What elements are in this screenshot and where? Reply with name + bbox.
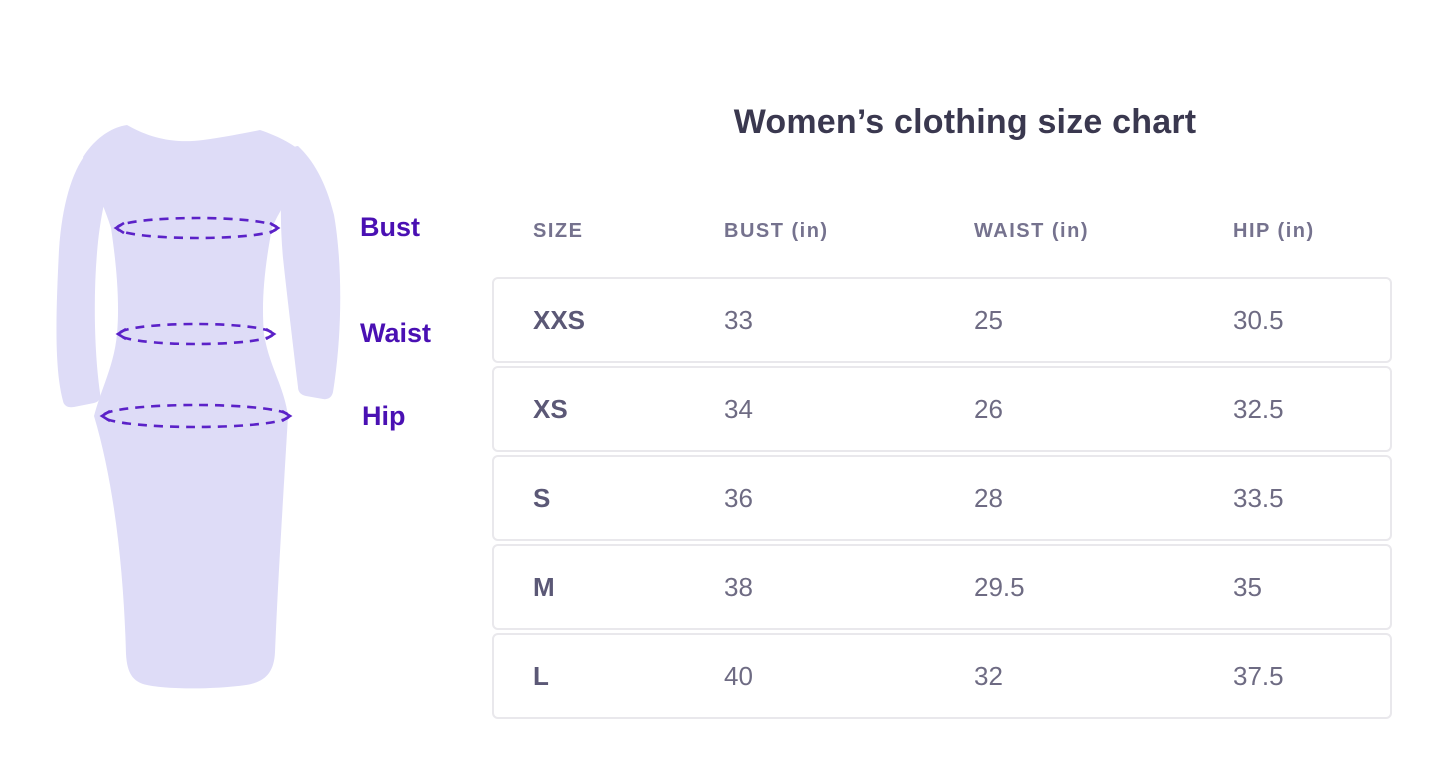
table-row: XS 34 26 32.5	[492, 366, 1392, 452]
bust-cell: 33	[724, 304, 753, 335]
bust-cell: 34	[724, 393, 753, 424]
hip-cell: 33.5	[1233, 482, 1284, 513]
bust-cell: 38	[724, 571, 753, 602]
dress-right-sleeve-shape	[280, 146, 341, 400]
bust-cell: 36	[724, 482, 753, 513]
bust-cell: 40	[724, 660, 753, 691]
size-table: XXS 33 25 30.5 XS 34 26 32.5 S 36 28 33.…	[492, 277, 1392, 719]
dress-left-sleeve-shape	[56, 143, 124, 408]
size-cell: XS	[533, 393, 568, 424]
column-header-hip: HIP (in)	[1233, 220, 1315, 242]
table-row: XXS 33 25 30.5	[492, 277, 1392, 363]
waist-arrow-right-icon	[265, 327, 277, 341]
column-header-size: SIZE	[533, 220, 584, 242]
waist-cell: 25	[974, 304, 1003, 335]
bust-arrow-right-icon	[269, 221, 281, 235]
column-header-waist: WAIST (in)	[974, 220, 1089, 242]
hip-cell: 35	[1233, 571, 1262, 602]
waist-arrow-left-icon	[115, 327, 127, 341]
size-cell: M	[533, 571, 555, 602]
page-title: Women’s clothing size chart	[733, 103, 1197, 141]
waist-cell: 28	[974, 482, 1003, 513]
hip-arrow-right-icon	[281, 409, 293, 423]
hip-cell: 30.5	[1233, 304, 1284, 335]
hip-cell: 37.5	[1233, 660, 1284, 691]
hip-arrow-left-icon	[99, 409, 111, 423]
table-row: S 36 28 33.5	[492, 455, 1392, 541]
size-cell: S	[533, 482, 551, 513]
size-cell: XXS	[533, 304, 586, 335]
dress-illustration	[56, 125, 341, 689]
waist-cell: 29.5	[974, 571, 1025, 602]
column-header-bust: BUST (in)	[724, 220, 829, 242]
waist-cell: 32	[974, 660, 1003, 691]
waist-cell: 26	[974, 393, 1003, 424]
size-cell: L	[533, 660, 549, 691]
waist-label: Waist	[360, 318, 432, 348]
bust-arrow-left-icon	[113, 221, 125, 235]
table-header-row: SIZE BUST (in) WAIST (in) HIP (in)	[492, 220, 1392, 243]
hip-cell: 32.5	[1233, 393, 1284, 424]
dress-body-shape	[83, 125, 307, 689]
table-row: M 38 29.5 35	[492, 544, 1392, 630]
bust-label: Bust	[360, 212, 420, 242]
hip-label: Hip	[362, 401, 406, 431]
table-row: L 40 32 37.5	[492, 633, 1392, 719]
